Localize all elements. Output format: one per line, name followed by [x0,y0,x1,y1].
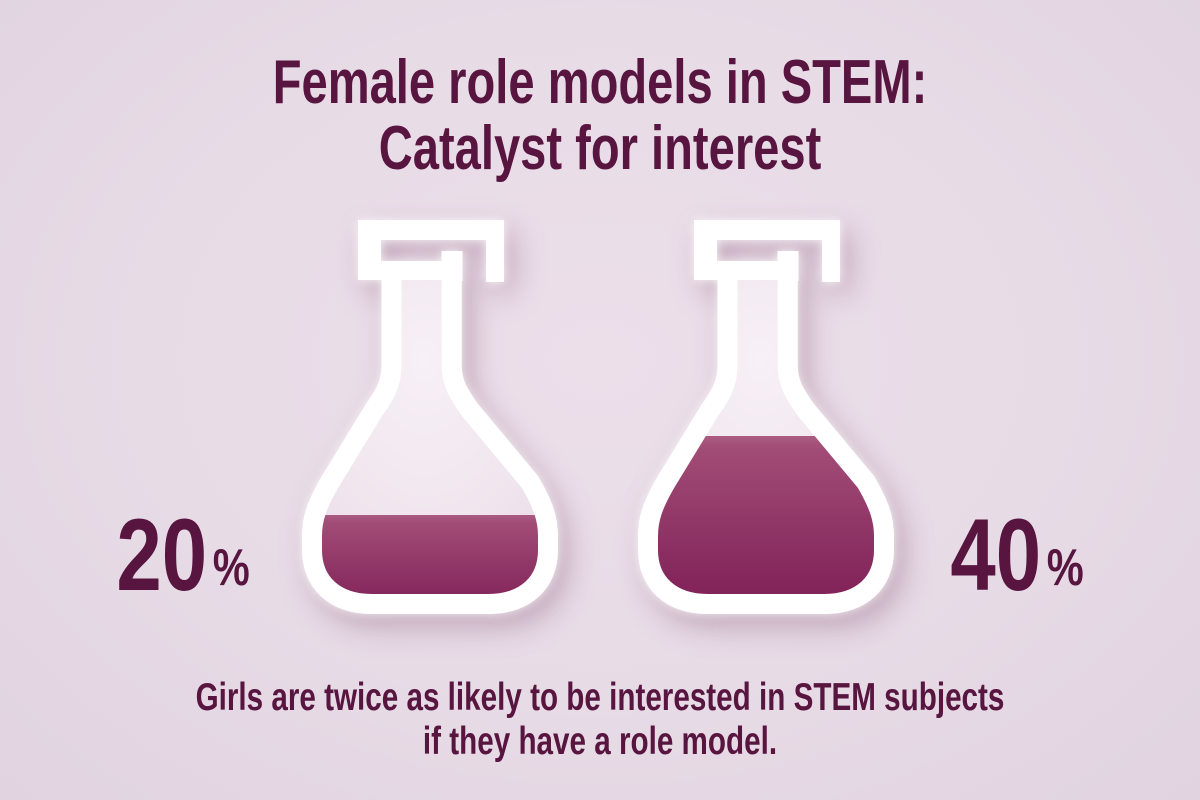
rim-bottom-bar [717,261,778,280]
value-number: 20 [116,498,208,612]
rim-top-bar [694,220,840,240]
rim-left-bar [694,220,717,280]
percent-sign: % [1046,539,1084,597]
caption-line-2: if they have a role model. [422,719,778,763]
percent-sign: % [212,539,250,597]
flask-rim [694,220,840,282]
title-line-1: Female role models in STEM: [272,48,928,117]
caption: Girls are twice as likely to be interest… [0,676,1200,763]
value-label-20: 20% [107,504,259,606]
rim-neck-tab [441,251,463,281]
caption-line-1: Girls are twice as likely to be interest… [195,676,1005,719]
flask-20-percent [302,220,558,620]
liquid-fill-20 [312,515,548,604]
flask-rim [358,220,504,282]
rim-neck-tab [777,251,799,281]
page-title: Female role models in STEM: Catalyst for… [0,50,1200,181]
rim-top-bar [358,220,504,240]
title-line-2: Catalyst for interest [378,113,822,183]
flask-40-percent [638,220,894,620]
rim-right-bar [822,220,840,282]
rim-right-bar [486,220,504,282]
rim-bottom-bar [381,261,442,280]
rim-left-bar [358,220,381,280]
value-number: 40 [950,498,1042,612]
value-label-40: 40% [941,504,1093,606]
